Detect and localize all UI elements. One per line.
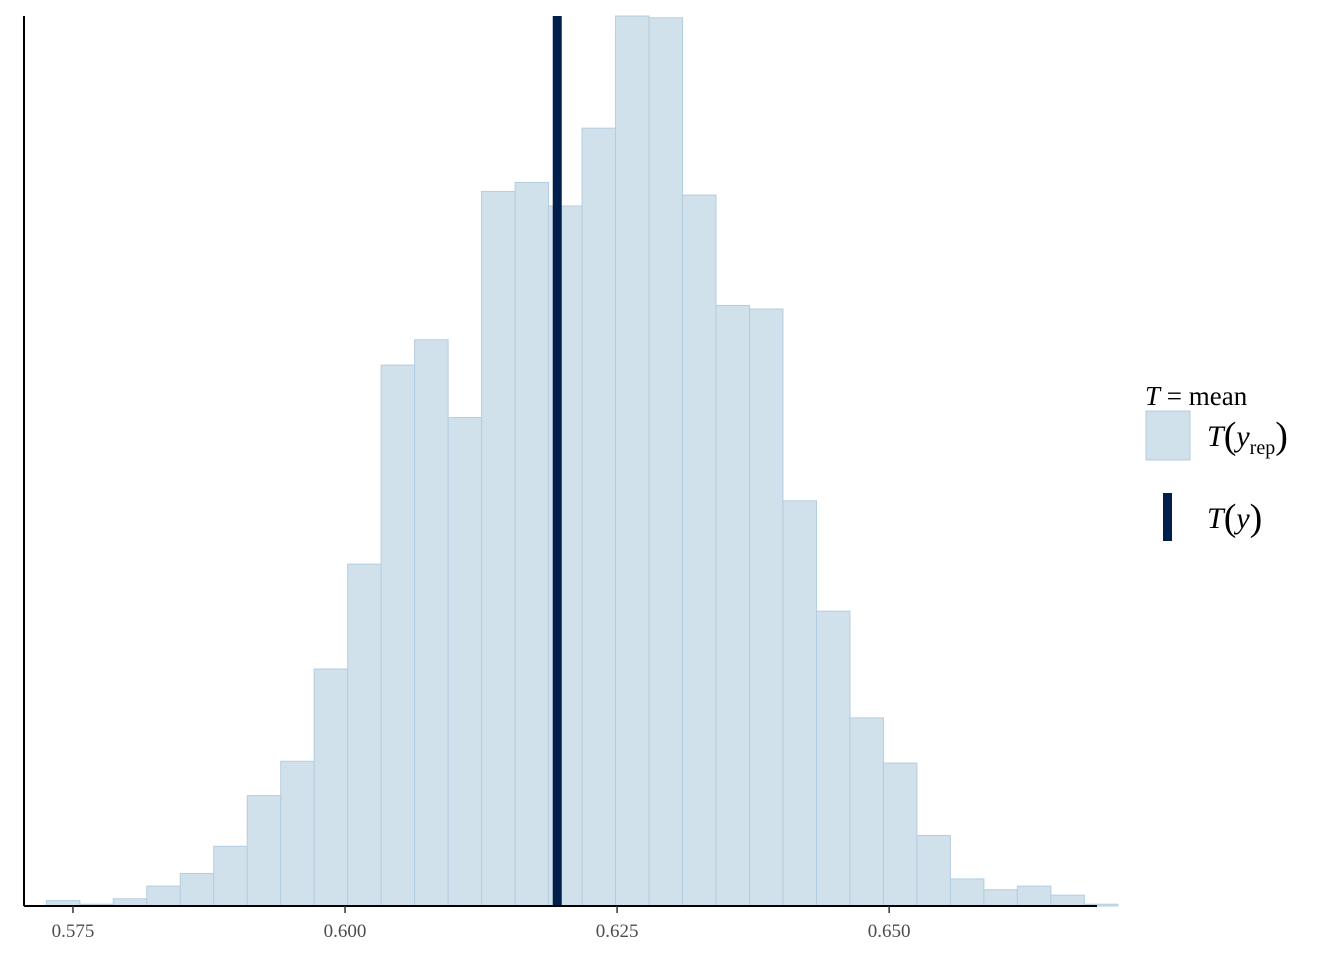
x-tick-label: 0.625: [596, 921, 639, 942]
histogram-bars: [45, 15, 1119, 907]
histogram-bar: [581, 127, 617, 907]
histogram-bar: [682, 194, 717, 907]
histogram-bar: [246, 795, 282, 907]
x-tick-label: 0.600: [324, 921, 367, 942]
x-axis-ticks: 0.575 0.600 0.625 0.650: [52, 906, 911, 942]
histogram-bar: [112, 898, 148, 907]
histogram-bar: [280, 760, 315, 907]
histogram-bar: [916, 834, 951, 907]
legend-swatch-observed: [1163, 493, 1172, 541]
x-tick-label: 0.575: [52, 921, 95, 942]
histogram-bar: [447, 417, 483, 907]
legend-swatch-replicated: [1145, 410, 1191, 461]
histogram-bar: [815, 610, 851, 907]
histogram-bar: [179, 872, 215, 907]
histogram-bar: [615, 15, 650, 907]
histogram-bar: [849, 717, 884, 907]
legend-label-observed: T(y): [1207, 497, 1262, 539]
histogram-bar: [648, 17, 684, 907]
histogram-bar: [481, 190, 516, 907]
histogram-bar: [213, 845, 248, 907]
histogram-bar: [1016, 885, 1052, 907]
histogram-bar: [380, 364, 416, 907]
histogram-bar: [347, 563, 382, 907]
histogram-bar: [1050, 894, 1085, 907]
histogram-bar: [782, 500, 817, 907]
histogram-bar: [514, 181, 550, 907]
histogram-bar: [949, 878, 985, 907]
histogram-bar: [414, 339, 449, 907]
x-tick-label: 0.650: [868, 921, 911, 942]
histogram-bar: [748, 308, 784, 907]
histogram-bar: [313, 668, 349, 907]
legend: T = mean T(yrep) T(y): [1145, 381, 1288, 541]
histogram-bar: [715, 304, 750, 907]
histogram-bar: [882, 762, 918, 907]
legend-title: T = mean: [1145, 381, 1248, 411]
histogram-bar: [146, 885, 181, 907]
histogram-bar: [983, 889, 1018, 907]
legend-label-replicated: T(yrep): [1207, 415, 1288, 459]
